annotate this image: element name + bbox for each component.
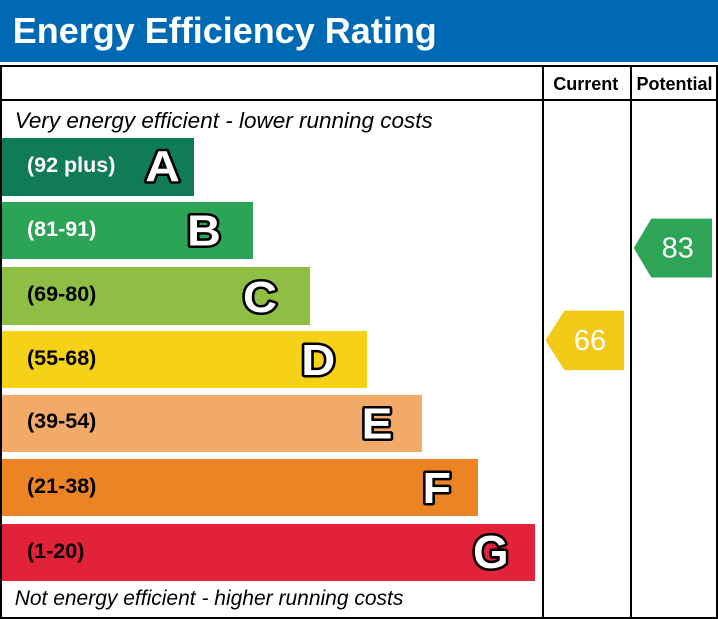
svg-text:66: 66 bbox=[574, 325, 606, 357]
svg-text:E: E bbox=[362, 398, 393, 448]
svg-text:B: B bbox=[187, 206, 221, 255]
svg-text:D: D bbox=[301, 336, 335, 385]
svg-text:F: F bbox=[423, 463, 451, 512]
svg-text:G: G bbox=[473, 526, 509, 578]
svg-text:83: 83 bbox=[662, 233, 694, 265]
svg-text:C: C bbox=[243, 272, 277, 321]
svg-text:A: A bbox=[145, 141, 180, 191]
